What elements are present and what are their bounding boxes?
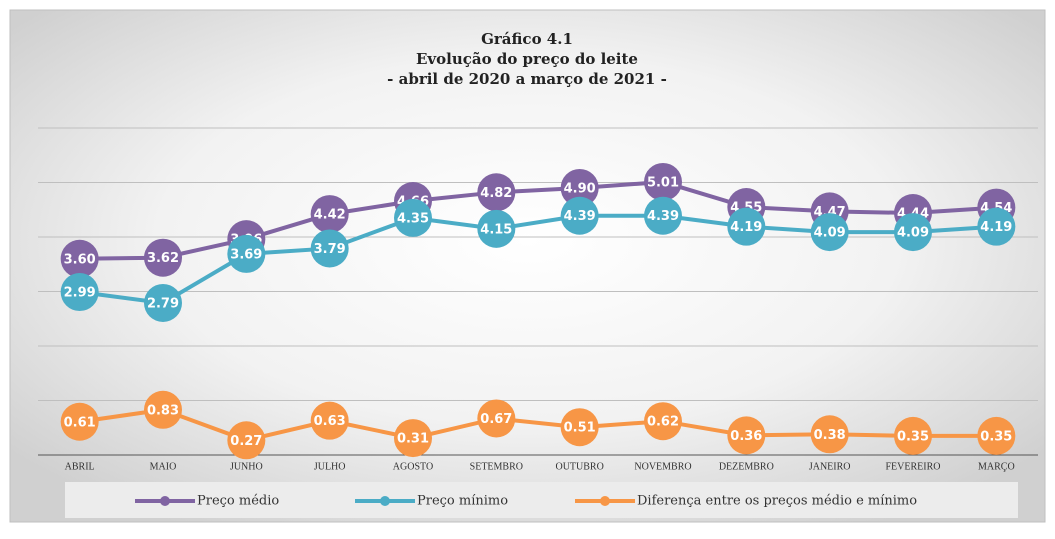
marker [727, 207, 766, 246]
data-label: 4.82 [480, 186, 512, 201]
data-label: 0.67 [480, 412, 512, 427]
legend-box [65, 482, 1018, 518]
data-label: 4.19 [730, 220, 762, 235]
marker [644, 196, 682, 235]
marker [144, 238, 182, 277]
x-tick-label: OUTUBRO [555, 461, 603, 472]
data-label: 3.62 [147, 251, 179, 266]
data-label: 0.62 [647, 415, 679, 430]
marker [644, 162, 682, 201]
marker [977, 416, 1016, 455]
data-label: 4.09 [897, 226, 929, 241]
x-tick-label: JULHO [314, 461, 346, 472]
marker [60, 273, 99, 312]
marker [560, 408, 599, 447]
x-tick-label: NOVEMBRO [634, 461, 691, 472]
marker [227, 234, 266, 273]
data-label: 3.69 [230, 247, 262, 262]
marker [60, 239, 99, 278]
x-tick-label: AGOSTO [393, 461, 433, 472]
marker [560, 168, 599, 207]
legend-label: Preço médio [197, 494, 279, 509]
data-label: 0.63 [314, 414, 346, 429]
data-label: 3.79 [314, 242, 346, 257]
x-tick-label: JUNHO [230, 461, 263, 472]
legend-label: Preço mínimo [417, 494, 508, 509]
data-label: 4.09 [814, 226, 846, 241]
chart-title: Evolução do preço do leite [416, 50, 638, 68]
data-label: 0.61 [64, 415, 96, 430]
data-label: 4.39 [564, 209, 596, 224]
legend-swatch [160, 496, 170, 506]
chart-title: - abril de 2020 a março de 2021 - [387, 70, 667, 88]
x-tick-label: FEVEREIRO [886, 461, 941, 472]
legend-swatch [380, 496, 390, 506]
marker [560, 196, 599, 235]
marker [60, 402, 99, 441]
marker [477, 399, 516, 438]
marker [810, 415, 849, 454]
marker [477, 173, 516, 212]
data-label: 0.83 [147, 403, 179, 418]
x-tick-label: SETEMBRO [470, 461, 523, 472]
x-tick-label: DEZEMBRO [719, 461, 774, 472]
x-tick-label: ABRIL [65, 461, 95, 472]
data-label: 4.35 [397, 211, 429, 226]
marker [977, 207, 1016, 246]
marker [227, 421, 266, 460]
marker [144, 390, 182, 429]
data-label: 4.15 [480, 222, 512, 237]
marker [477, 209, 516, 248]
marker [310, 195, 349, 234]
marker [394, 419, 432, 458]
data-label: 4.90 [564, 181, 596, 196]
data-label: 2.99 [64, 286, 96, 301]
data-label: 4.42 [314, 208, 346, 223]
data-label: 4.19 [980, 220, 1012, 235]
marker [644, 402, 682, 441]
data-label: 0.35 [897, 429, 929, 444]
data-label: 0.27 [230, 434, 262, 449]
legend-swatch [600, 496, 610, 506]
x-tick-label: MARÇO [978, 461, 1015, 472]
marker [310, 401, 349, 440]
data-label: 4.39 [647, 209, 679, 224]
data-label: 5.01 [647, 175, 679, 190]
marker [894, 213, 932, 252]
data-label: 0.31 [397, 432, 429, 447]
x-tick-label: JANEIRO [809, 461, 851, 472]
marker [310, 229, 349, 268]
x-tick-label: MAIO [150, 461, 177, 472]
marker [727, 416, 766, 455]
marker [394, 198, 432, 237]
data-label: 3.60 [64, 252, 96, 267]
data-label: 0.38 [814, 428, 846, 443]
marker [894, 416, 932, 455]
data-label: 0.51 [564, 421, 596, 436]
legend-label: Diferença entre os preços médio e mínimo [637, 494, 917, 509]
data-label: 0.36 [730, 429, 762, 444]
marker [144, 283, 182, 322]
chart-title: Gráfico 4.1 [481, 30, 573, 48]
data-label: 2.79 [147, 296, 179, 311]
data-label: 0.35 [980, 429, 1012, 444]
marker [810, 213, 849, 252]
